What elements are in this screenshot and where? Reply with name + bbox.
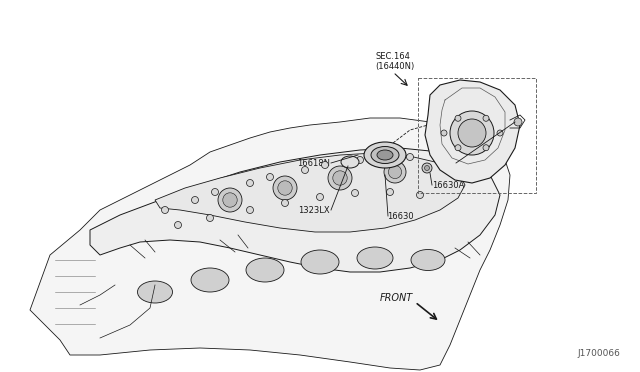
Circle shape <box>246 206 253 214</box>
Ellipse shape <box>371 147 399 164</box>
Text: FRONT: FRONT <box>380 293 413 303</box>
Circle shape <box>387 189 394 196</box>
Ellipse shape <box>191 268 229 292</box>
Polygon shape <box>90 148 500 272</box>
Circle shape <box>161 206 168 214</box>
Polygon shape <box>30 118 510 370</box>
Circle shape <box>455 145 461 151</box>
Circle shape <box>273 176 297 200</box>
Circle shape <box>328 166 352 190</box>
Ellipse shape <box>377 150 393 160</box>
Ellipse shape <box>246 258 284 282</box>
Circle shape <box>246 180 253 186</box>
Text: 1323LX: 1323LX <box>298 205 330 215</box>
Text: 16630A: 16630A <box>432 180 465 189</box>
Circle shape <box>441 130 447 136</box>
Circle shape <box>483 115 489 121</box>
Circle shape <box>175 221 182 228</box>
Circle shape <box>376 154 383 160</box>
Circle shape <box>301 167 308 173</box>
Circle shape <box>351 189 358 196</box>
Circle shape <box>191 196 198 203</box>
Ellipse shape <box>341 156 359 168</box>
Text: J1700066: J1700066 <box>577 349 620 358</box>
Circle shape <box>417 192 424 199</box>
Circle shape <box>218 188 242 212</box>
Polygon shape <box>425 80 520 183</box>
Circle shape <box>278 181 292 195</box>
Circle shape <box>384 161 406 183</box>
Circle shape <box>282 199 289 206</box>
Ellipse shape <box>301 250 339 274</box>
Circle shape <box>497 130 503 136</box>
Polygon shape <box>155 153 465 232</box>
Ellipse shape <box>138 281 173 303</box>
Circle shape <box>333 171 348 185</box>
Circle shape <box>458 119 486 147</box>
Circle shape <box>514 118 522 126</box>
Circle shape <box>424 166 429 170</box>
Circle shape <box>436 158 444 166</box>
Circle shape <box>223 193 237 207</box>
Circle shape <box>455 115 461 121</box>
Text: 16634: 16634 <box>456 158 483 167</box>
Ellipse shape <box>357 247 393 269</box>
Circle shape <box>483 145 489 151</box>
Circle shape <box>422 163 432 173</box>
Circle shape <box>266 173 273 180</box>
Circle shape <box>388 166 402 179</box>
Circle shape <box>207 215 214 221</box>
Text: 16618N: 16618N <box>297 158 330 167</box>
Circle shape <box>211 189 218 196</box>
Ellipse shape <box>411 250 445 270</box>
Text: 16630: 16630 <box>387 212 413 221</box>
Circle shape <box>321 161 328 169</box>
Circle shape <box>406 154 413 160</box>
Circle shape <box>458 169 465 176</box>
Circle shape <box>356 157 364 164</box>
Circle shape <box>317 193 323 201</box>
Text: SEC.164
(16440N): SEC.164 (16440N) <box>375 52 414 71</box>
Circle shape <box>450 111 494 155</box>
Ellipse shape <box>364 142 406 168</box>
